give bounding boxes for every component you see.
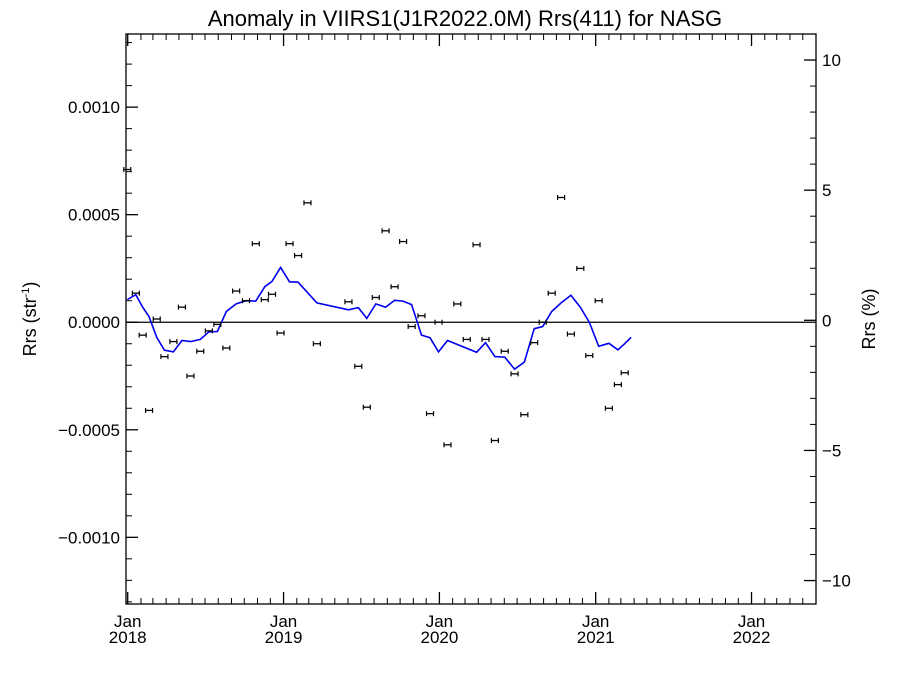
blue-line <box>126 265 632 371</box>
data-point <box>443 442 452 448</box>
y-left-tick-label: 0.0005 <box>68 206 120 225</box>
data-point <box>260 297 269 303</box>
data-point <box>576 265 585 271</box>
data-point <box>472 242 481 248</box>
data-point <box>566 331 576 337</box>
data-point <box>160 354 169 360</box>
data-point <box>613 382 622 388</box>
y-axis-left: 0.0010 0.0005 0.0000 −0.0005 −0.0010 <box>58 42 138 603</box>
data-point <box>490 438 500 444</box>
data-point <box>169 339 178 345</box>
y-axis-right-label: Rrs (%) <box>859 289 879 350</box>
data-point <box>425 411 435 417</box>
x-tick-label-year: 2020 <box>420 628 458 647</box>
y-left-tick-label: −0.0010 <box>58 528 120 547</box>
data-point <box>204 328 213 334</box>
data-point <box>510 371 519 377</box>
data-point <box>222 345 231 351</box>
y-right-tick-label: 10 <box>822 51 841 70</box>
data-point <box>417 313 426 319</box>
data-point <box>131 290 140 296</box>
x-tick-label-month: Jan <box>738 612 765 631</box>
data-point <box>312 341 321 347</box>
data-point <box>500 348 509 354</box>
data-point <box>303 200 312 206</box>
data-point <box>123 167 132 173</box>
data-point <box>620 370 629 376</box>
data-point <box>241 298 251 304</box>
x-tick-label-year: 2022 <box>733 628 771 647</box>
y-axis-right: 10 5 0 −5 −10 <box>804 51 851 591</box>
data-point <box>399 239 408 245</box>
data-point <box>604 405 614 411</box>
y-right-tick-label: 5 <box>822 181 831 200</box>
data-point <box>407 324 416 330</box>
data-point <box>177 304 187 310</box>
data-point <box>390 284 399 290</box>
data-point <box>371 294 380 300</box>
data-point <box>186 373 195 379</box>
data-point <box>453 301 462 307</box>
y-left-tick-label: 0.0000 <box>68 313 120 332</box>
data-point <box>556 194 566 200</box>
data-point <box>285 241 294 247</box>
data-point <box>538 319 547 325</box>
data-point <box>594 298 603 304</box>
y-axis-left-label: Rrs (str-1) <box>20 282 40 357</box>
anomaly-points <box>123 167 629 448</box>
data-point <box>344 299 353 305</box>
data-point <box>232 288 241 294</box>
x-tick-label-month: Jan <box>582 612 609 631</box>
data-point <box>547 290 556 296</box>
y-left-tick-label: −0.0005 <box>58 421 120 440</box>
y-right-tick-label: 0 <box>822 311 831 330</box>
plot-frame <box>125 33 817 605</box>
data-point <box>152 316 161 322</box>
data-point <box>520 412 529 418</box>
x-tick-label-year: 2021 <box>577 628 615 647</box>
data-point <box>585 353 594 359</box>
x-tick-label-year: 2018 <box>109 628 147 647</box>
data-point <box>530 340 539 346</box>
x-tick-label-month: Jan <box>114 612 141 631</box>
x-tick-label-year: 2019 <box>265 628 303 647</box>
x-tick-label-month: Jan <box>426 612 453 631</box>
data-point <box>138 332 147 338</box>
data-point <box>462 336 471 342</box>
data-point <box>293 253 303 259</box>
data-point <box>381 228 390 234</box>
y-right-tick-label: −5 <box>822 441 841 460</box>
x-tick-label-month: Jan <box>270 612 297 631</box>
chart-title: Anomaly in VIIRS1(J1R2022.0M) Rrs(411) f… <box>208 6 722 31</box>
data-point <box>144 407 154 413</box>
data-point <box>362 404 371 410</box>
data-point <box>251 241 260 247</box>
y-left-tick-label: 0.0010 <box>68 98 120 117</box>
data-point <box>434 319 443 325</box>
data-point <box>196 348 205 354</box>
data-point <box>481 336 490 342</box>
data-point <box>267 291 277 297</box>
y-right-tick-label: −10 <box>822 572 851 591</box>
data-point <box>276 330 285 336</box>
data-point <box>354 363 363 369</box>
anomaly-line-series <box>126 265 632 371</box>
data-point <box>213 321 222 327</box>
